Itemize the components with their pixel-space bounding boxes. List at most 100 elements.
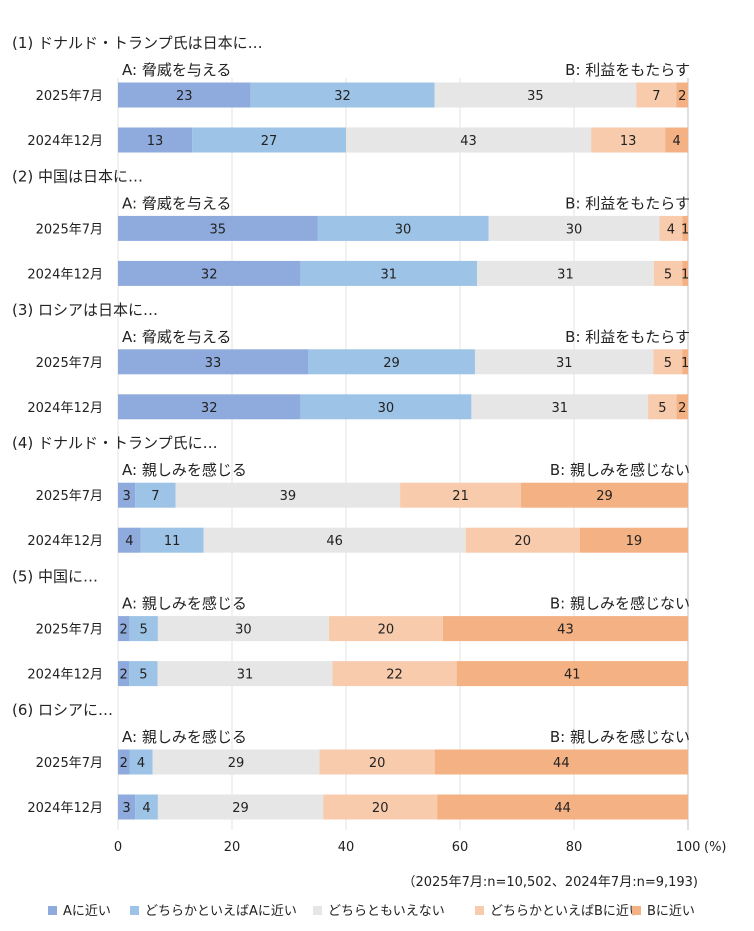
data-label: 1 <box>681 222 689 237</box>
bar-segment <box>203 527 466 553</box>
data-label: 2 <box>120 756 128 771</box>
data-label: 3 <box>122 489 130 504</box>
b-label: B: 利益をもたらす <box>565 328 690 346</box>
x-tick-label: 100 <box>676 840 701 855</box>
data-label: 2 <box>678 401 686 416</box>
data-label: 31 <box>557 267 574 282</box>
bar-segment <box>682 215 688 241</box>
legend-item: どちらかといえばAに近い <box>145 904 297 919</box>
bar-segment <box>317 215 489 241</box>
panel-title: (5) 中国に… <box>12 568 98 586</box>
panel-title: (1) ドナルド・トランプ氏は日本に… <box>12 34 263 52</box>
bar-segment <box>474 349 654 375</box>
data-label: 13 <box>620 134 637 149</box>
bar-segment <box>682 349 688 375</box>
data-label: 5 <box>140 623 148 638</box>
data-label: 2 <box>120 623 128 638</box>
bar-segment <box>118 616 130 642</box>
row-label: 2024年12月 <box>27 534 103 549</box>
data-label: 31 <box>237 668 254 683</box>
data-label: 23 <box>176 89 193 104</box>
a-label: A: 脅威を与える <box>122 328 231 346</box>
bar-segment <box>118 527 141 553</box>
legend-item: Bに近い <box>647 904 695 919</box>
data-label: 4 <box>125 534 133 549</box>
data-label: 30 <box>235 623 252 638</box>
bar-segment <box>434 82 637 108</box>
bar-segment <box>118 749 130 775</box>
data-label: 4 <box>672 134 680 149</box>
x-tick-label: 40 <box>338 840 355 855</box>
panel-title: (2) 中国は日本に… <box>12 167 143 185</box>
data-label: 5 <box>139 668 147 683</box>
panel-title: (3) ロシアは日本に… <box>12 301 158 319</box>
bar-segment <box>471 394 649 420</box>
bar-segment <box>118 260 301 286</box>
legend-swatch <box>313 906 322 915</box>
data-label: 35 <box>527 89 544 104</box>
data-label: 1 <box>681 356 689 371</box>
bar-segment <box>118 394 301 420</box>
row-label: 2025年7月 <box>36 489 103 504</box>
row-label: 2025年7月 <box>36 89 103 104</box>
legend-item: Aに近い <box>63 904 111 919</box>
data-label: 35 <box>209 222 226 237</box>
row-label: 2024年12月 <box>27 401 103 416</box>
bar-segment <box>648 394 677 420</box>
b-label: B: 親しみを感じない <box>550 728 690 746</box>
bar-segment <box>129 661 158 687</box>
bar-segment <box>118 82 251 108</box>
bar-segment <box>579 527 688 553</box>
bar-segment <box>665 127 688 153</box>
data-label: 13 <box>147 134 164 149</box>
data-label: 5 <box>658 401 666 416</box>
bar-segment <box>308 349 475 375</box>
data-label: 30 <box>566 222 583 237</box>
data-label: 7 <box>151 489 159 504</box>
row-label: 2024年12月 <box>27 134 103 149</box>
unit-label: (%) <box>704 840 727 855</box>
a-label: A: 親しみを感じる <box>122 461 247 479</box>
bar-segment <box>135 482 176 508</box>
data-label: 20 <box>378 623 395 638</box>
data-label: 2 <box>120 668 128 683</box>
data-label: 7 <box>652 89 660 104</box>
data-label: 44 <box>553 756 570 771</box>
data-label: 46 <box>326 534 343 549</box>
row-label: 2025年7月 <box>36 756 103 771</box>
x-tick-label: 60 <box>452 840 469 855</box>
data-label: 43 <box>557 623 574 638</box>
x-tick-label: 20 <box>224 840 241 855</box>
legend-swatch <box>475 906 484 915</box>
data-label: 22 <box>386 668 403 683</box>
data-label: 11 <box>164 534 181 549</box>
data-label: 41 <box>564 668 581 683</box>
data-label: 30 <box>395 222 412 237</box>
bar-segment <box>129 616 158 642</box>
row-label: 2024年12月 <box>27 801 103 816</box>
bar-segment <box>175 482 401 508</box>
a-label: A: 脅威を与える <box>122 61 231 79</box>
row-label: 2025年7月 <box>36 222 103 237</box>
data-label: 32 <box>334 89 351 104</box>
panel-title: (4) ドナルド・トランプ氏に… <box>12 434 218 452</box>
bar-segment <box>332 661 457 687</box>
b-label: B: 親しみを感じない <box>550 595 690 613</box>
bar-segment <box>442 616 688 642</box>
legend-item: どちらかといえばBに近い <box>490 904 642 919</box>
bar-segment <box>118 661 130 687</box>
bar-segment <box>676 394 688 420</box>
x-tick-label: 80 <box>566 840 583 855</box>
data-label: 31 <box>551 401 568 416</box>
bar-segment <box>118 349 308 375</box>
data-label: 32 <box>201 267 218 282</box>
data-label: 1 <box>681 267 689 282</box>
data-label: 19 <box>626 534 643 549</box>
a-label: A: 親しみを感じる <box>122 595 247 613</box>
legend-item: どちらともいえない <box>328 904 445 919</box>
b-label: B: 親しみを感じない <box>550 461 690 479</box>
bar-segment <box>118 127 193 153</box>
data-label: 29 <box>383 356 400 371</box>
b-label: B: 利益をもたらす <box>565 194 690 212</box>
